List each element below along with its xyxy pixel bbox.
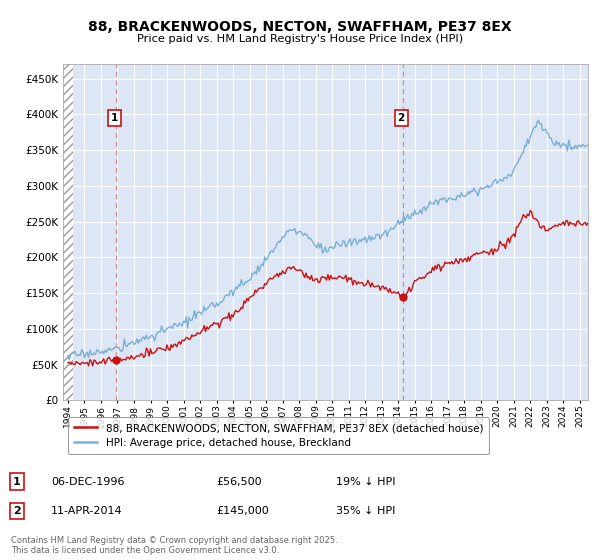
Text: Contains HM Land Registry data © Crown copyright and database right 2025.
This d: Contains HM Land Registry data © Crown c… — [11, 536, 337, 555]
Text: 1: 1 — [13, 477, 20, 487]
Text: 35% ↓ HPI: 35% ↓ HPI — [336, 506, 395, 516]
Bar — [63, 64, 73, 400]
Text: Price paid vs. HM Land Registry's House Price Index (HPI): Price paid vs. HM Land Registry's House … — [137, 34, 463, 44]
Text: 88, BRACKENWOODS, NECTON, SWAFFHAM, PE37 8EX: 88, BRACKENWOODS, NECTON, SWAFFHAM, PE37… — [88, 20, 512, 34]
Legend: 88, BRACKENWOODS, NECTON, SWAFFHAM, PE37 8EX (detached house), HPI: Average pric: 88, BRACKENWOODS, NECTON, SWAFFHAM, PE37… — [68, 417, 490, 454]
Text: 2: 2 — [397, 113, 405, 123]
Text: 19% ↓ HPI: 19% ↓ HPI — [336, 477, 395, 487]
Text: 1: 1 — [111, 113, 118, 123]
Text: 06-DEC-1996: 06-DEC-1996 — [51, 477, 125, 487]
Text: £145,000: £145,000 — [216, 506, 269, 516]
Text: £56,500: £56,500 — [216, 477, 262, 487]
Text: 2: 2 — [13, 506, 20, 516]
Text: 11-APR-2014: 11-APR-2014 — [51, 506, 122, 516]
